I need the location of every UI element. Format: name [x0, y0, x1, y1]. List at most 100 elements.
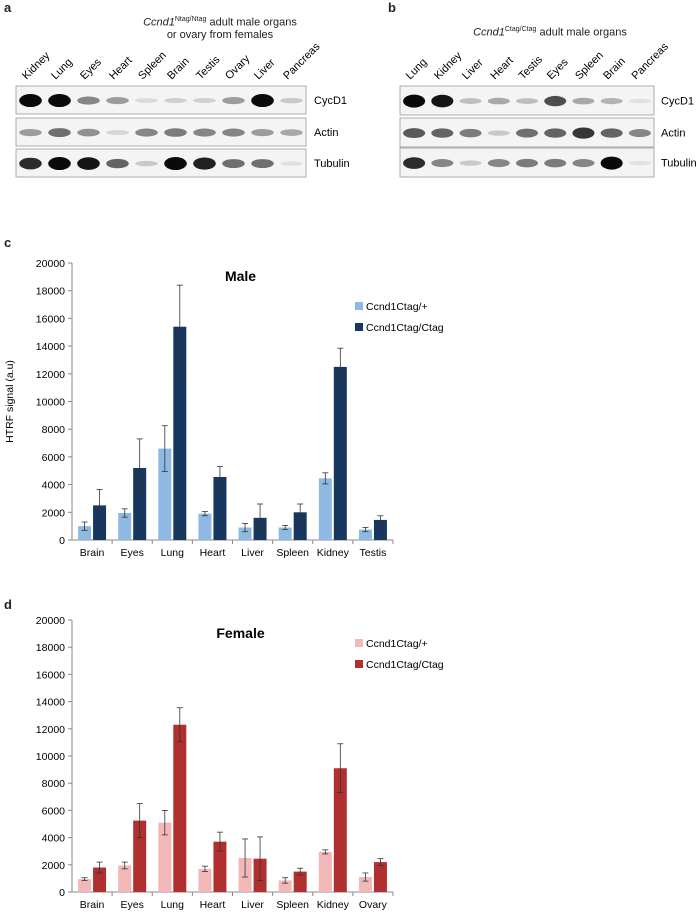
male-bar-hom	[93, 505, 107, 540]
male-legend-swatch	[355, 302, 363, 310]
male-bar-het	[278, 527, 292, 540]
female-legend-swatch	[355, 639, 363, 647]
female-category-label: Kidney	[317, 899, 350, 911]
blot-a-band	[48, 94, 71, 108]
female-ytick-label: 12000	[36, 724, 65, 736]
male-bar-hom	[333, 366, 347, 540]
blot-a-row-label: Actin	[314, 127, 338, 139]
female-category-label: Eyes	[121, 899, 144, 911]
male-category-label: Lung	[161, 547, 185, 559]
blot-a-lane-label: Ovary	[223, 53, 253, 83]
male-category-label: Kidney	[317, 547, 350, 559]
female-ytick-label: 8000	[42, 778, 66, 790]
male-legend-label: Ccnd1Ctag/Ctag	[366, 322, 444, 334]
female-ytick-label: 2000	[42, 860, 66, 872]
blot-b-band	[431, 94, 454, 108]
blot-b-band	[600, 97, 623, 105]
blot-b-lane-label: Kidney	[432, 49, 465, 82]
blot-a-band	[106, 96, 129, 105]
female-category-label: Lung	[161, 899, 185, 911]
female-category-label: Ovary	[359, 899, 388, 911]
male-bar-het	[198, 513, 212, 540]
female-legend-label: Ccnd1Ctag/+	[366, 638, 428, 650]
panel-label-b: b	[388, 0, 396, 15]
female-bar-het	[198, 868, 212, 892]
blot-a-band	[193, 98, 216, 104]
blot-b-title-rest: adult male organs	[536, 26, 627, 39]
female-category-label: Liver	[241, 899, 264, 911]
male-bar-hom	[213, 476, 227, 540]
blot-b-lane-label: Liver	[460, 57, 486, 83]
blot-a-lane-label: Lung	[49, 56, 75, 82]
blot-a-band	[48, 157, 71, 171]
blot-a-row-label: Tubulin	[314, 158, 350, 170]
female-bar-hom	[93, 867, 107, 892]
blot-b-band	[487, 97, 510, 105]
blot-b-band	[487, 159, 510, 168]
female-ytick-label: 14000	[36, 697, 65, 709]
blot-b-band	[600, 128, 623, 138]
female-ytick-label: 6000	[42, 805, 66, 817]
blot-b-lane-label: Spleen	[573, 49, 606, 82]
male-bar-chart: 0 2000 4000 6000 8000 10000 12000 14000 16000 180…	[4, 258, 444, 559]
blot-a-band	[251, 94, 274, 108]
female-bar-hom	[373, 862, 387, 892]
male-ytick-label: 10000	[36, 397, 65, 409]
blot-b-row-label: CycD1	[661, 96, 694, 108]
female-bar-chart: 0 2000 4000 6000 8000 10000 12000 14000 16000 180…	[36, 615, 444, 911]
blot-b-lane-label: Pancreas	[630, 40, 672, 82]
blot-b-band	[403, 157, 426, 169]
blot-b-band	[431, 128, 454, 138]
blot-a-band	[19, 94, 42, 108]
blot-a-band	[135, 98, 158, 103]
blot-b-band	[431, 159, 454, 168]
female-bar-het	[118, 865, 132, 892]
blot-b-genotype: Ctag/Ctag	[504, 26, 537, 33]
male-bar-het	[118, 512, 132, 540]
blot-a-lane-label: Testis	[194, 53, 223, 82]
panel-label-d: d	[4, 597, 12, 612]
blot-a-band	[164, 157, 187, 171]
male-legend-swatch	[355, 323, 363, 331]
blot-b-lane-label: Lung	[404, 56, 430, 82]
blot-a-band	[106, 158, 129, 169]
blot-a-band	[222, 128, 245, 137]
blot-a-band	[164, 98, 187, 104]
male-ytick-label: 18000	[36, 286, 65, 298]
female-bar-het	[278, 880, 292, 892]
blot-a-lane-label: Spleen	[136, 49, 169, 82]
blot-b-row-label: Actin	[661, 128, 685, 140]
male-ytick-label: 12000	[36, 369, 65, 381]
male-ytick-label: 8000	[42, 424, 66, 436]
blot-a-band	[19, 157, 42, 170]
male-ytick-label: 2000	[42, 507, 66, 519]
female-ytick-label: 16000	[36, 669, 65, 681]
blot-b-title: Ccnd1Ctag/Ctag adult male organs	[430, 26, 670, 39]
male-category-label: Liver	[241, 547, 264, 559]
male-ytick-label: 20000	[36, 258, 65, 270]
blot-a-band	[19, 128, 42, 137]
blot-a-band	[193, 157, 216, 170]
blot-a-band	[222, 96, 245, 105]
male-title: Male	[225, 268, 256, 284]
blot-b-lane-label: Heart	[488, 55, 516, 83]
blot-a-band	[251, 128, 274, 137]
female-bar-het	[158, 822, 172, 892]
panel-label-c: c	[4, 235, 12, 250]
blot-b-band	[544, 128, 567, 138]
female-bar-hom	[293, 871, 307, 892]
male-bar-hom	[373, 519, 387, 540]
blot-b-band	[515, 128, 539, 138]
blot-a-lane-label: Kidney	[20, 49, 53, 82]
blot-b-lane-label: Testis	[517, 53, 546, 82]
female-bar-hom	[213, 841, 227, 892]
female-legend-label: Ccnd1Ctag/Ctag	[366, 659, 444, 671]
blot-b-band	[544, 95, 567, 107]
blot-a-band	[193, 128, 216, 137]
blot-b-band	[459, 160, 482, 166]
blot-b-band	[515, 158, 539, 168]
male-ytick-label: 14000	[36, 341, 65, 353]
male-bar-het	[78, 526, 92, 540]
male-bar-hom	[173, 326, 187, 540]
